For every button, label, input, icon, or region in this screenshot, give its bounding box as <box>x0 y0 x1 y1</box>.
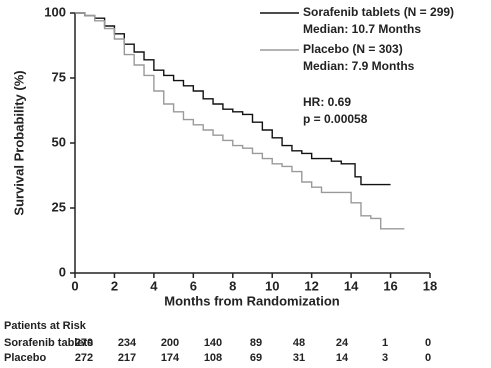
annotation: p = 0.00058 <box>303 112 368 126</box>
x-tick-label: 6 <box>190 278 197 293</box>
x-tick-label: 8 <box>229 278 236 293</box>
legend-label: Sorafenib tablets (N = 299) <box>303 5 454 19</box>
risk-count: 3 <box>382 352 388 364</box>
risk-count: 14 <box>336 352 349 364</box>
risk-count: 270 <box>75 337 93 349</box>
x-tick-label: 2 <box>111 278 118 293</box>
risk-count: 31 <box>293 352 305 364</box>
x-tick-label: 10 <box>265 278 279 293</box>
risk-count: 272 <box>75 352 93 364</box>
y-tick-label: 25 <box>52 199 66 214</box>
risk-table-title: Patients at Risk <box>4 320 87 332</box>
y-tick-label: 100 <box>44 4 66 19</box>
risk-count: 234 <box>118 337 137 349</box>
risk-count: 48 <box>293 337 305 349</box>
risk-count: 140 <box>204 337 222 349</box>
y-axis-label: Survival Probability (%) <box>11 70 26 215</box>
x-tick-label: 18 <box>423 278 437 293</box>
x-tick-label: 0 <box>71 278 78 293</box>
risk-count: 108 <box>204 352 222 364</box>
survival-curve <box>75 12 405 230</box>
risk-count: 0 <box>425 352 431 364</box>
risk-count: 69 <box>250 352 262 364</box>
risk-count: 174 <box>161 352 180 364</box>
legend-label: Placebo (N = 303) <box>303 42 403 56</box>
annotation: HR: 0.69 <box>303 95 351 109</box>
risk-row-label: Placebo <box>4 352 46 364</box>
risk-count: 1 <box>382 337 388 349</box>
legend-median: Median: 10.7 Months <box>303 22 421 36</box>
x-tick-label: 12 <box>304 278 318 293</box>
legend-median: Median: 7.9 Months <box>303 59 415 73</box>
y-tick-label: 0 <box>59 264 66 279</box>
risk-count: 24 <box>336 337 349 349</box>
x-tick-label: 14 <box>344 278 359 293</box>
x-axis-label: Months from Randomization <box>164 293 340 308</box>
risk-row-label: Sorafenib tablets <box>4 337 93 349</box>
x-tick-label: 4 <box>150 278 158 293</box>
risk-count: 217 <box>118 352 136 364</box>
risk-count: 200 <box>161 337 179 349</box>
y-tick-label: 75 <box>52 69 66 84</box>
risk-count: 89 <box>250 337 262 349</box>
risk-count: 0 <box>425 337 431 349</box>
y-tick-label: 50 <box>52 134 66 149</box>
x-tick-label: 16 <box>383 278 397 293</box>
